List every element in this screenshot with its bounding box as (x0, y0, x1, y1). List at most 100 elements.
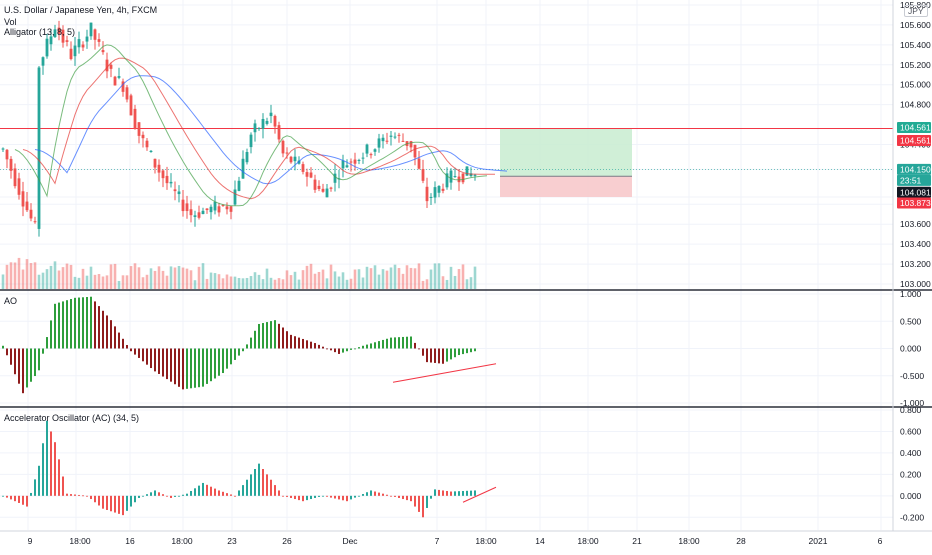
ac-bar (394, 495, 396, 497)
volume-bar (101, 276, 105, 289)
candle-body (461, 173, 465, 183)
alligator-lips-line (14, 44, 488, 207)
price-tick-label: 103.200 (900, 259, 931, 269)
ac-bar (118, 495, 120, 514)
ac-bar (434, 489, 436, 496)
ao-bar (46, 337, 48, 349)
ao-bar (302, 338, 304, 349)
volume-bar (405, 265, 409, 289)
time-tick-label: 18:00 (577, 536, 599, 546)
ao-bar (394, 337, 396, 349)
ac-bar (70, 494, 72, 496)
candle-body (41, 57, 45, 66)
volume-bar (89, 266, 93, 289)
volume-bar (117, 280, 121, 289)
volume-bar (181, 267, 185, 289)
ac-bar (30, 492, 32, 496)
target-zone (500, 128, 632, 177)
candle-body (133, 108, 137, 129)
volume-bar (441, 276, 445, 289)
ao-bar (26, 348, 28, 388)
ac-bar (290, 495, 292, 498)
ao-tick-label: -0.500 (900, 371, 924, 381)
volume-series (1, 257, 477, 289)
candle-body (265, 120, 269, 124)
ao-bar (114, 326, 116, 349)
volume-bar (77, 277, 81, 289)
ac-bar (226, 493, 228, 496)
candle-body (73, 45, 77, 57)
candle-body (465, 166, 469, 176)
ac-bar (238, 490, 240, 496)
volume-bar (389, 267, 393, 289)
volume-bar (161, 270, 165, 289)
candle-body (13, 168, 17, 187)
volume-bar (133, 263, 137, 289)
candle-body (29, 209, 33, 219)
ao-bar (18, 348, 20, 384)
ac-tick-label: 0.000 (900, 491, 922, 501)
ac-bar (182, 494, 184, 496)
ao-bar (42, 348, 44, 354)
ao-bar (354, 348, 356, 350)
candle-body (173, 189, 177, 192)
ao-bar (186, 348, 188, 389)
ac-bar (374, 491, 376, 496)
ac-bar (390, 495, 392, 497)
ac-bar (174, 495, 176, 497)
volume-bar (297, 279, 301, 289)
candle-body (237, 180, 241, 191)
ao-bar (142, 348, 144, 362)
ao-bar (54, 303, 56, 349)
candle-body (445, 173, 449, 188)
volume-bar (153, 270, 157, 289)
ao-bar (178, 348, 180, 387)
ac-bar (26, 495, 28, 507)
candle-body (9, 158, 13, 171)
candle-body (233, 189, 237, 205)
ao-bar (34, 348, 36, 377)
ac-bar (126, 495, 128, 511)
ac-bar (166, 495, 168, 497)
time-tick-label: 18:00 (69, 536, 91, 546)
ac-bar (98, 495, 100, 506)
candle-body (17, 178, 21, 195)
currency-badge[interactable]: JPY (904, 5, 928, 17)
candle-body (165, 175, 169, 184)
volume-bar (473, 266, 477, 289)
ao-bar (194, 348, 196, 388)
candle-body (345, 165, 349, 168)
candle-body (357, 159, 361, 161)
ac-bar (14, 495, 16, 502)
time-tick-label: 21 (632, 536, 642, 546)
ac-bar (398, 495, 400, 498)
volume-bar (85, 275, 89, 289)
ac-tick-label: -0.200 (900, 512, 924, 522)
ac-bar (178, 495, 180, 497)
ao-bar (234, 348, 236, 360)
volume-bar (353, 269, 357, 289)
volume-bar (465, 279, 469, 289)
time-tick-label: 23 (227, 536, 237, 546)
ac-bar (230, 494, 232, 496)
time-tick-label: 18:00 (678, 536, 700, 546)
ac-bar (282, 495, 284, 497)
volume-bar (377, 274, 381, 289)
volume-bar (21, 269, 25, 289)
ao-bar (158, 348, 160, 374)
price-tick-label: 103.000 (900, 279, 931, 289)
ac-bar (270, 479, 272, 496)
ac-bar (338, 495, 340, 500)
ao-bar (86, 296, 88, 349)
price-badge-countdown (897, 174, 931, 186)
ac-bar (150, 492, 152, 496)
ac-bar (170, 495, 172, 498)
candle-body (137, 122, 141, 136)
ao-bar (2, 345, 4, 349)
ao-trendline (392, 363, 497, 383)
ao-bar (306, 340, 308, 349)
ao-bar (198, 348, 200, 388)
ac-bar (430, 495, 432, 499)
ao-bar (398, 337, 400, 349)
